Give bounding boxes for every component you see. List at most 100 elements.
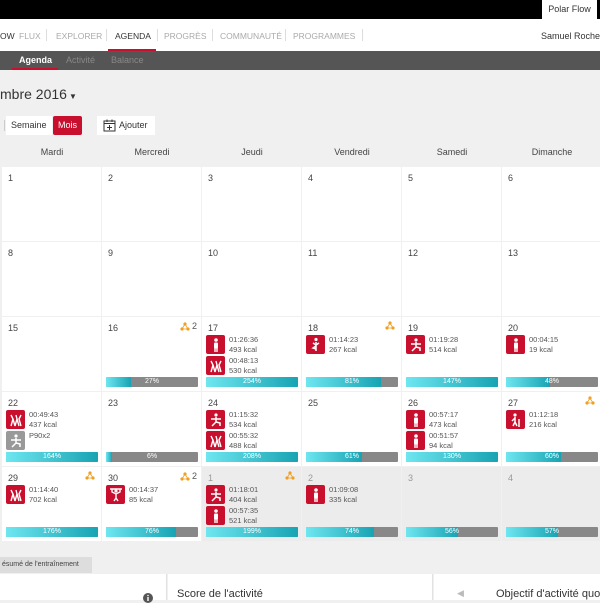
group-exercise-icon [206,356,225,375]
calendar-day-cell[interactable]: 10 [202,242,301,316]
activity-item[interactable]: 00:04:15 19 kcal [506,335,558,355]
achievement-icon [285,471,295,480]
activity-duration: 01:12:18 [529,410,559,419]
calendar-day-cell[interactable]: 4 57% [502,467,600,541]
nav-flux[interactable]: FLUX [19,31,41,41]
nav-communaute[interactable]: COMMUNAUTÉ [220,31,282,41]
achievement-icon [180,321,190,331]
activity-duration: 00:57:17 [429,410,459,419]
calendar-day-cell[interactable]: 15 [2,317,101,391]
calendar-day-cell[interactable]: 11 [302,242,401,316]
activity-text: 01:26:36 493 kcal [229,335,258,355]
activity-calories: 530 kcal [229,366,257,375]
activity-calories: 488 kcal [229,441,257,450]
calendar-day-cell[interactable]: 30 2 00:14:37 85 kcal 76% [102,467,201,541]
calendar-day-cell[interactable]: 3 56% [402,467,501,541]
subnav-balance[interactable]: Balance [111,55,144,65]
month-selector[interactable]: mbre 2016 ▼ [0,86,77,102]
calendar-day-cell[interactable]: 4 [302,167,401,241]
activity-progress-bar: 27% [106,377,198,387]
activity-list: 01:19:28 514 kcal [406,335,458,356]
progress-percent: 254% [243,378,261,385]
subnav-activite[interactable]: Activité [66,55,96,65]
group-exercise-icon [206,431,225,450]
polar-flow-tab[interactable]: Polar Flow [542,0,597,19]
activity-item[interactable]: 01:18:01 404 kcal [206,485,258,505]
month-view-button[interactable]: Mois [53,116,83,135]
calendar-day-cell[interactable]: 1 [2,167,101,241]
month-title: mbre 2016 [0,86,67,102]
calendar-add-icon [103,119,116,132]
info-icon[interactable] [143,593,153,603]
calendar-day-cell[interactable]: 9 [102,242,201,316]
nav-programmes[interactable]: PROGRAMMES [293,31,356,41]
calendar-day-cell[interactable]: 29 01:14:40 702 kcal 176% [2,467,101,541]
progress-percent: 147% [443,378,461,385]
calendar-day-cell[interactable]: 18 01:14:23 267 kcal 81% [302,317,401,391]
badge [285,471,297,480]
week-view-button[interactable]: Semaine [6,116,52,135]
activity-item[interactable]: 00:14:37 85 kcal [106,485,158,505]
calendar-day-cell[interactable]: 24 01:15:32 534 kcal 00:55:32 488 kcal 208% [202,392,301,466]
day-number: 2 [108,173,114,183]
calendar-day-cell[interactable]: 17 01:26:36 493 kcal 00:48:13 530 kcal 254% [202,317,301,391]
activity-list: 00:04:15 19 kcal [506,335,558,356]
activity-duration: 00:04:15 [529,335,559,344]
activity-progress-bar: 61% [306,452,398,462]
activity-item[interactable]: P90x2 [6,431,58,451]
subnav-agenda[interactable]: Agenda [19,55,53,65]
day-number: 24 [208,398,219,408]
user-name[interactable]: Samuel Roche [540,31,600,41]
calendar-day-cell[interactable]: 22 00:49:43 437 kcal P90x2 164% [2,392,101,466]
activity-item[interactable]: 00:57:35 521 kcal [206,506,258,526]
activity-progress-bar: 74% [306,527,398,537]
activity-calories: 335 kcal [329,495,357,504]
calendar-day-cell[interactable]: 3 [202,167,301,241]
calendar-day-cell[interactable]: 8 [2,242,101,316]
nav-logo[interactable]: OW [0,31,15,41]
activity-item[interactable]: 01:14:23 267 kcal [306,335,358,355]
activity-item[interactable]: 01:26:36 493 kcal [206,335,258,355]
calendar-day-cell[interactable]: 2 [102,167,201,241]
calendar-day-cell[interactable]: 19 01:19:28 514 kcal 147% [402,317,501,391]
caret-down-icon: ▼ [68,92,77,101]
progress-percent: 164% [43,453,61,460]
calendar-day-cell[interactable]: 1 01:18:01 404 kcal 00:57:35 521 kcal 199% [202,467,301,541]
day-number: 29 [8,473,19,483]
calendar-day-cell[interactable]: 16 2 27% [102,317,201,391]
activity-item[interactable]: 00:49:43 437 kcal [6,410,58,430]
add-button[interactable]: Ajouter [97,116,155,135]
calendar-day-cell[interactable]: 23 6% [102,392,201,466]
day-number: 23 [108,398,119,408]
activity-item[interactable]: 00:55:32 488 kcal [206,431,258,451]
activity-text: 01:19:28 514 kcal [429,335,458,355]
calendar-day-cell[interactable]: 5 [402,167,501,241]
calendar-day-cell[interactable]: 12 [402,242,501,316]
calendar-day-cell[interactable]: 13 [502,242,600,316]
activity-item[interactable]: 01:12:18 216 kcal [506,410,558,430]
day-number: 11 [308,248,318,258]
calendar-day-cell[interactable]: 27 01:12:18 216 kcal 60% [502,392,600,466]
training-summary-tab[interactable]: ésumé de l'entraînement [0,557,92,573]
activity-duration: 00:49:43 [29,410,59,419]
nav-explorer[interactable]: EXPLORER [56,31,103,41]
activity-progress-bar: 60% [506,452,598,462]
activity-item[interactable]: 01:09:08 335 kcal [306,485,358,505]
lunge-icon [206,410,225,429]
activity-item[interactable]: 01:19:28 514 kcal [406,335,458,355]
calendar-day-cell[interactable]: 25 61% [302,392,401,466]
activity-list: 01:18:01 404 kcal 00:57:35 521 kcal [206,485,258,527]
calendar-day-cell[interactable]: 2 01:09:08 335 kcal 74% [302,467,401,541]
activity-item[interactable]: 00:48:13 530 kcal [206,356,258,376]
activity-item[interactable]: 01:15:32 534 kcal [206,410,258,430]
previous-arrow-icon[interactable]: ◀ [457,588,464,598]
activity-item[interactable]: 00:57:17 473 kcal [406,410,458,430]
activity-item[interactable]: 00:51:57 94 kcal [406,431,458,451]
activity-item[interactable]: 01:14:40 702 kcal [6,485,58,505]
activity-list: 01:14:23 267 kcal [306,335,358,356]
nav-progres[interactable]: PROGRÈS [164,31,207,41]
calendar-day-cell[interactable]: 26 00:57:17 473 kcal 00:51:57 94 kcal 130% [402,392,501,466]
calendar-day-cell[interactable]: 20 00:04:15 19 kcal 48% [502,317,600,391]
calendar-day-cell[interactable]: 6 [502,167,600,241]
nav-agenda[interactable]: AGENDA [115,31,151,41]
